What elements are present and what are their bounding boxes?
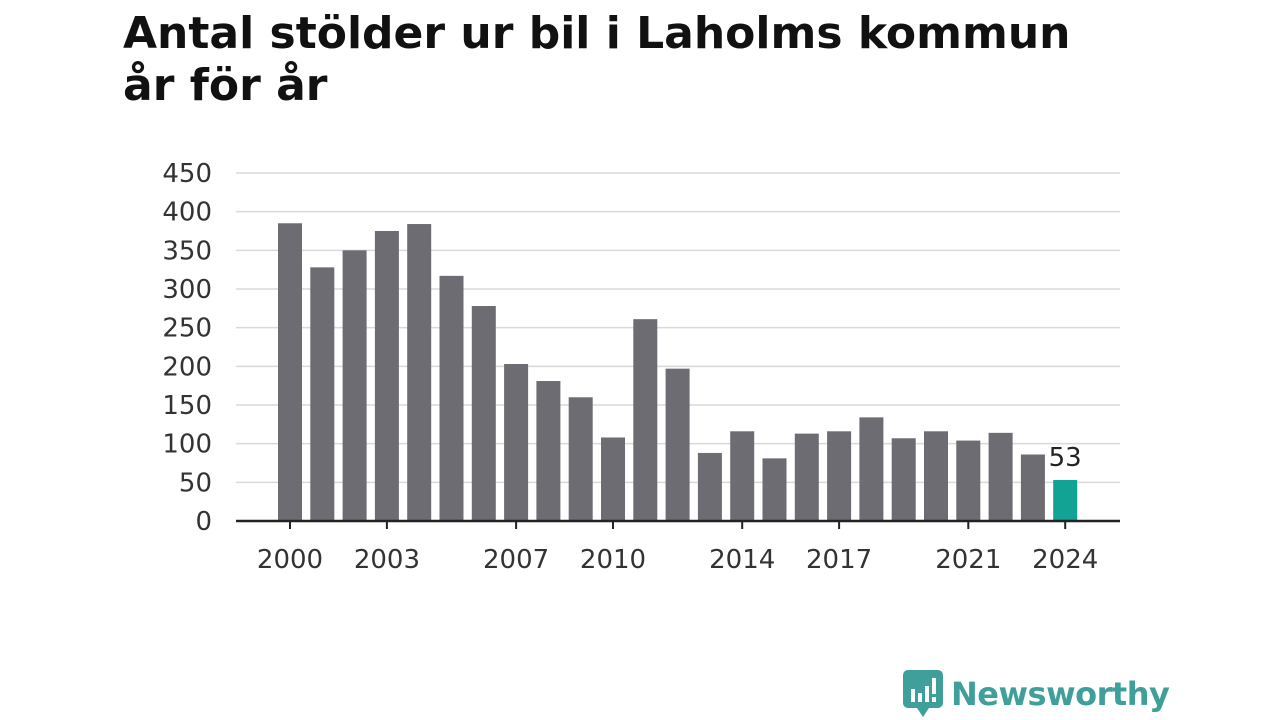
bar-2021 [956,440,981,521]
bar-2000 [278,223,302,521]
bar-2018 [859,417,884,521]
x-tick-label: 2024 [1032,545,1098,575]
y-tick-label: 450 [162,159,212,189]
bar-2023 [1020,454,1045,521]
bar-2015 [762,458,787,521]
x-tick-label: 2000 [257,545,323,575]
y-tick-label: 50 [179,468,212,498]
bar-2002 [342,250,367,522]
bar-2022 [988,432,1013,521]
y-tick-label: 100 [162,430,212,460]
x-tick-label: 2010 [580,545,646,575]
newsworthy-chart-bubble-icon [903,670,943,717]
data-label: 53 [1049,443,1082,473]
bar-2003 [374,231,399,521]
y-tick-label: 0 [195,507,212,537]
y-tick-label: 400 [162,198,212,228]
y-tick-label: 150 [162,391,212,421]
x-tick-label: 2017 [806,545,872,575]
bar-2016 [794,433,819,521]
bar-2008 [536,381,561,521]
bar-2006 [471,306,496,521]
bar-2005 [439,275,464,521]
bar-2012 [665,368,690,521]
x-tick-label: 2003 [354,545,420,575]
chart-title-line-2: år för år [123,60,328,111]
y-tick-label: 350 [162,236,212,266]
bar-2009 [568,397,593,521]
x-tick-label: 2021 [935,545,1001,575]
chart-title: Antal stölder ur bil i Laholms kommun år… [123,8,1070,112]
bar-2013 [697,452,722,521]
bar-2001 [310,267,335,521]
newsworthy-logo-text: Newsworthy [951,675,1170,713]
y-tick-label: 250 [162,314,212,344]
bar-2019 [891,438,916,521]
bar-2007 [504,364,529,521]
bar-2017 [827,431,852,521]
x-tick-label: 2014 [709,545,775,575]
chart-title-line-1: Antal stölder ur bil i Laholms kommun [123,8,1071,59]
y-tick-label: 200 [162,352,212,382]
x-tick-label: 2007 [483,545,549,575]
newsworthy-logo: Newsworthy [903,670,1170,718]
y-tick-label: 300 [162,275,212,305]
bar-2014 [730,431,755,521]
bar-2011 [633,319,658,521]
bar-2004 [407,224,432,522]
bar-2020 [924,431,948,521]
bar-2010 [601,437,625,521]
bar-2024 [1053,480,1078,521]
